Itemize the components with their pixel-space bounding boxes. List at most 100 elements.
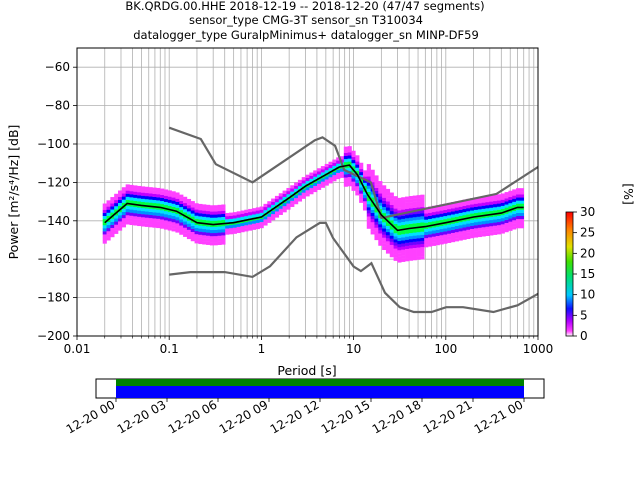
heatmap-cell: [382, 222, 387, 226]
heatmap-cell: [144, 186, 149, 191]
heatmap-cell: [496, 228, 502, 232]
heatmap-cell: [366, 191, 371, 196]
heatmap-cell: [401, 249, 406, 253]
heatmap-cell: [248, 227, 253, 231]
heatmap-cell: [443, 218, 448, 223]
heatmap-cell: [401, 231, 406, 235]
heatmap-cell: [301, 177, 306, 181]
heatmap-cell: [198, 240, 203, 245]
heatmap-cell: [489, 198, 494, 202]
heatmap-cell: [462, 221, 467, 225]
heatmap-cell: [217, 220, 222, 224]
heatmap-cell: [408, 208, 414, 212]
heatmap-cell: [213, 235, 218, 240]
title-line-2: sensor_type CMG-3T sensor_sn T310034: [189, 13, 423, 27]
heatmap-cell: [516, 215, 521, 220]
heatmap-cell: [194, 203, 199, 207]
heatmap-cell: [347, 161, 352, 165]
heatmap-cell: [110, 203, 115, 207]
heatmap-cell: [500, 202, 505, 206]
heatmap-cell: [450, 220, 456, 224]
heatmap-cell: [167, 205, 172, 210]
heatmap-cell: [148, 208, 153, 212]
heatmap-cell: [512, 201, 517, 205]
heatmap-cell: [175, 217, 180, 221]
colorbar: 0 5 10 15 20 25 30 [%]: [565, 183, 636, 343]
heatmap-cell: [263, 209, 268, 214]
x-tick-label: 100: [434, 342, 457, 356]
heatmap-cell: [385, 228, 391, 233]
heatmap-cell: [412, 238, 417, 242]
heatmap-cell: [431, 236, 436, 240]
heatmap-cell: [106, 221, 111, 226]
heatmap-cell: [156, 218, 161, 222]
heatmap-cell: [251, 214, 257, 218]
heatmap-cell: [416, 219, 421, 223]
heatmap-cell: [428, 237, 433, 241]
heatmap-cell: [179, 216, 184, 220]
heatmap-cell: [194, 233, 199, 238]
heatmap-cell: [370, 191, 375, 195]
heatmap-cell: [485, 220, 490, 224]
heatmap-cell: [408, 245, 414, 249]
heatmap-cell: [317, 168, 322, 172]
heatmap-cell: [282, 202, 287, 207]
heatmap-cell: [370, 197, 375, 201]
heatmap-cell: [206, 214, 211, 218]
heatmap-cell: [454, 238, 459, 242]
heatmap-cell: [140, 220, 146, 224]
heatmap-cell: [420, 216, 425, 220]
heatmap-cell: [114, 224, 119, 228]
heatmap-cell: [301, 195, 306, 199]
heatmap-cell: [408, 239, 414, 243]
heatmap-cell: [156, 203, 161, 207]
heatmap-cell: [405, 208, 410, 213]
heatmap-cell: [408, 199, 414, 203]
heatmap-cell: [251, 211, 257, 215]
heatmap-cell: [225, 216, 230, 220]
heatmap-cell: [470, 216, 475, 220]
heatmap-cell: [366, 210, 371, 214]
heatmap-cell: [481, 230, 486, 234]
heatmap-cell: [508, 203, 513, 207]
heatmap-cell: [477, 227, 482, 231]
x-tick-label: 10: [346, 342, 361, 356]
heatmap-cell: [217, 229, 222, 233]
heatmap-cell: [473, 218, 479, 223]
heatmap-cell: [190, 231, 195, 236]
heatmap-cell: [420, 256, 425, 260]
heatmap-cell: [183, 230, 188, 234]
heatmap-cell: [133, 219, 138, 223]
heatmap-cell: [240, 213, 245, 217]
heatmap-cell: [389, 210, 394, 215]
heatmap-cell: [137, 219, 142, 223]
heatmap-cell: [317, 171, 322, 175]
heatmap-cell: [355, 186, 360, 190]
heatmap-cell: [340, 168, 345, 172]
heatmap-cell: [508, 199, 513, 204]
heatmap-cell: [424, 225, 429, 229]
heatmap-cell: [263, 216, 268, 220]
heatmap-cell: [221, 238, 226, 242]
heatmap-cell: [443, 237, 448, 241]
heatmap-cell: [144, 211, 149, 215]
heatmap-cell: [114, 227, 119, 231]
heatmap-cell: [374, 212, 379, 216]
heatmap-cell: [213, 226, 218, 230]
heatmap-cell: [251, 220, 257, 224]
heatmap-cell: [416, 195, 421, 199]
heatmap-cell: [481, 208, 486, 212]
heatmap-cell: [171, 191, 176, 195]
heatmap-cell: [431, 211, 436, 216]
heatmap-cell: [462, 236, 467, 240]
heatmap-cell: [152, 224, 157, 228]
heatmap-cell: [179, 219, 184, 223]
heatmap-cell: [431, 227, 436, 231]
heatmap-cell: [206, 223, 211, 227]
heatmap-cell: [481, 220, 486, 225]
heatmap-cell: [366, 173, 371, 177]
heatmap-cell: [255, 210, 260, 214]
heatmap-cell: [466, 235, 471, 240]
heatmap-cell: [175, 198, 180, 202]
heatmap-cell: [194, 209, 199, 213]
